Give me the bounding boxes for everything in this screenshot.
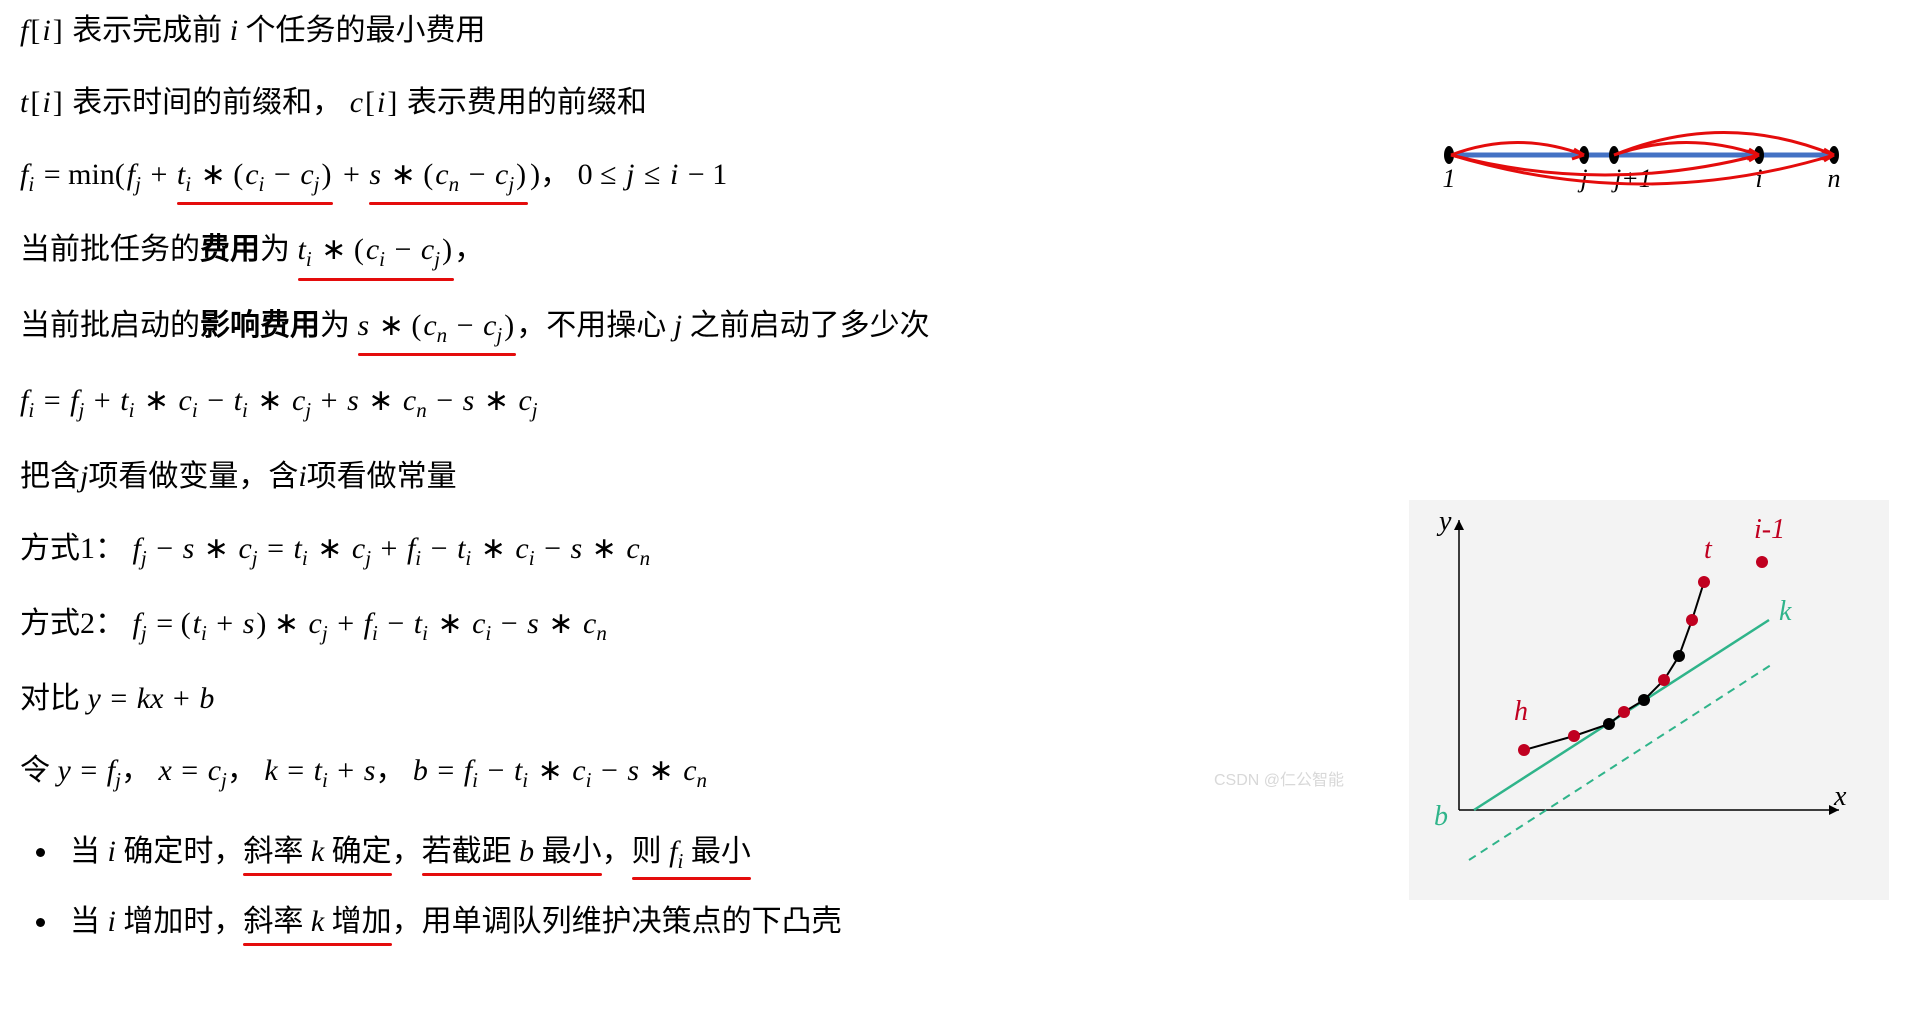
line-1: f[i] 表示完成前 i 个任务的最小费用 xyxy=(20,10,1899,52)
svg-text:y: y xyxy=(1436,506,1452,537)
svg-text:x: x xyxy=(1833,781,1847,812)
svg-text:n: n xyxy=(1828,164,1841,193)
svg-text:1: 1 xyxy=(1443,164,1456,193)
svg-text:j: j xyxy=(1577,164,1587,193)
number-line-diagram: 1 j j+1 i n xyxy=(1439,100,1869,230)
watermark: CSDN @仁公智能 xyxy=(1214,766,1344,790)
svg-text:k: k xyxy=(1779,596,1792,627)
bullet-2: 当 i 增加时，斜率 k 增加，用单调队列维护决策点的下凸壳 xyxy=(60,896,1899,940)
svg-text:i: i xyxy=(1755,164,1762,193)
svg-text:b: b xyxy=(1434,801,1448,832)
svg-text:h: h xyxy=(1514,696,1528,727)
svg-text:j+1: j+1 xyxy=(1611,164,1652,193)
svg-text:i-1: i-1 xyxy=(1754,514,1785,545)
line-4: 当前批任务的费用为 ti ∗ (ci − cj)， xyxy=(20,229,1899,274)
line-5: 当前批启动的影响费用为 s ∗ (cn − cj)，不用操心 j 之前启动了多少… xyxy=(20,305,1899,350)
line-6: fi = fj + ti ∗ ci − ti ∗ cj + s ∗ cn − s… xyxy=(20,380,1899,425)
convex-hull-chart: y x b k h t i-1 xyxy=(1409,500,1889,900)
line-7: 把含j项看做变量，含i项看做常量 xyxy=(20,456,1899,498)
svg-text:t: t xyxy=(1704,534,1713,565)
